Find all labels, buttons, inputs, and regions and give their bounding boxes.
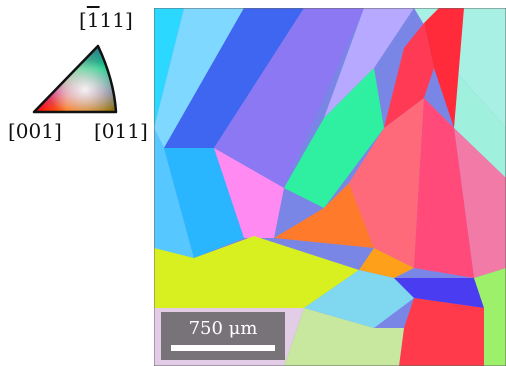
scale-bar-unit: μm: [228, 318, 258, 339]
grain: [284, 308, 404, 366]
grain: [454, 128, 506, 278]
grain: [359, 248, 414, 278]
grain: [384, 23, 434, 128]
grain: [284, 68, 384, 208]
ebsd-orientation-map-icon: [154, 8, 506, 366]
scale-bar-label: 750 μm: [161, 320, 285, 338]
grain: [254, 183, 374, 248]
ipf-left-label: [001]: [8, 119, 62, 143]
grain: [424, 8, 464, 128]
ipf-top-label-bar: 1: [86, 8, 100, 32]
grain: [154, 128, 194, 258]
grain: [444, 58, 506, 178]
grain: [164, 148, 244, 258]
grain: [474, 268, 506, 366]
grain: [394, 278, 484, 308]
grain: [164, 8, 304, 148]
grain: [324, 8, 414, 118]
grain: [214, 8, 364, 188]
grain: [214, 148, 284, 238]
scale-bar-line: [171, 345, 275, 351]
ipf-top-label: [111]: [79, 10, 133, 30]
ipf-top-label-close: 11]: [99, 8, 133, 32]
grain: [399, 298, 484, 366]
ipf-right-label: [011]: [94, 119, 148, 143]
grain: [349, 98, 424, 268]
scale-bar: 750 μm: [161, 312, 285, 360]
scale-bar-value: 750: [188, 318, 223, 339]
grain: [304, 270, 414, 328]
ipf-color-key-icon: [32, 44, 118, 114]
grain: [154, 8, 244, 148]
grain: [154, 236, 359, 308]
grain: [414, 98, 474, 278]
ipf-top-label-open: [: [79, 8, 87, 32]
